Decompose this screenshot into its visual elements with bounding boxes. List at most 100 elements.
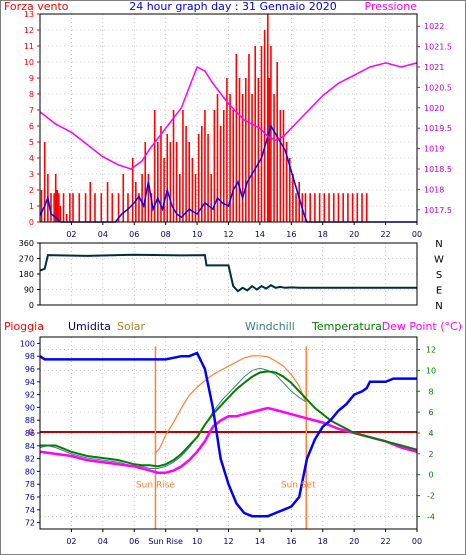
weather-grid bbox=[40, 337, 418, 529]
rain-value-label: 0 bbox=[28, 428, 34, 438]
temperature-label: Temperatura bbox=[311, 320, 382, 333]
compass-label: S bbox=[436, 270, 442, 281]
wind-time-tick-label: 02 bbox=[66, 230, 76, 239]
temperature-tick-label: 12 bbox=[426, 346, 436, 355]
pressure-tick-label: 1017.5 bbox=[424, 206, 452, 215]
pressure-tick-label: 1018 bbox=[424, 185, 444, 194]
weather-time-axis: 02 04 06 Sun Rise 10 12 14 16 18 20 22 00 bbox=[66, 529, 422, 546]
compass-label: N bbox=[435, 239, 442, 250]
humidity-tick-label: 82 bbox=[25, 455, 35, 464]
dewpoint-line bbox=[39, 406, 418, 474]
pressure-tick-label: 1019 bbox=[424, 145, 444, 154]
humidity-tick-label: 90 bbox=[25, 403, 35, 412]
windchill-label: Windchill bbox=[245, 320, 295, 333]
wind-time-tick-label: 04 bbox=[98, 230, 108, 239]
wind-speed-tick-label: 7 bbox=[29, 106, 34, 115]
dewpoint-label: Dew Point (°C) bbox=[382, 320, 462, 333]
pressure-line bbox=[39, 62, 418, 170]
pressure-tick-label: 1022 bbox=[424, 22, 444, 31]
wind-direction-tick-label: 360 bbox=[19, 239, 34, 248]
wind-speed-tick-label: 4 bbox=[29, 154, 34, 163]
wind-speed-label: Forza vento bbox=[4, 0, 69, 13]
wind-time-tick-label: 22 bbox=[380, 230, 390, 239]
solar-line bbox=[154, 355, 307, 455]
weather-time-tick-label: 06 bbox=[129, 537, 139, 546]
wind-speed-tick-label: 5 bbox=[29, 138, 34, 147]
wind-speed-tick-label: 0 bbox=[29, 218, 34, 227]
weather-time-tick-label: 22 bbox=[380, 537, 390, 546]
wind-direction-tick-label: 0 bbox=[29, 301, 34, 310]
weather-panel: 0 Sun Rise Sun Set 727476788082848688909… bbox=[20, 336, 436, 546]
wind-speed-tick-label: 12 bbox=[24, 26, 34, 35]
wind-direction-degree-axis: 0 90 180 270 360 bbox=[19, 239, 40, 310]
temperature-tick-label: 8 bbox=[428, 387, 433, 396]
humidity-tick-label: 84 bbox=[25, 442, 35, 451]
sun-set-label: Sun Set bbox=[281, 480, 316, 490]
pressure-tick-label: 1018.5 bbox=[424, 165, 452, 174]
wind-speed-tick-label: 3 bbox=[29, 170, 34, 179]
weather-time-tick-label: 00 bbox=[412, 537, 422, 546]
pressure-axis: 1017.5 1018 1018.5 1019 1019.5 1020 1020.5 1021… bbox=[417, 22, 452, 215]
humidity-tick-label: 72 bbox=[25, 519, 35, 528]
humidity-tick-label: 92 bbox=[25, 391, 35, 400]
weather-time-tick-label: 18 bbox=[318, 537, 328, 546]
compass-label: N bbox=[435, 301, 442, 312]
pressure-tick-label: 1021 bbox=[424, 63, 444, 72]
wind-time-tick-label: 14 bbox=[255, 230, 265, 239]
wind-time-tick-label: 18 bbox=[318, 230, 328, 239]
wind-speed-tick-label: 2 bbox=[29, 186, 34, 195]
humidity-tick-label: 86 bbox=[25, 429, 35, 438]
wind-direction-tick-label: 90 bbox=[24, 286, 34, 295]
wind-speed-tick-label: 10 bbox=[24, 58, 34, 67]
sun-rise-label: Sun Rise bbox=[136, 480, 175, 490]
pressure-tick-label: 1019.5 bbox=[424, 124, 452, 133]
rain-label: Pioggia bbox=[4, 320, 44, 333]
wind-time-tick-label: 20 bbox=[349, 230, 359, 239]
wind-time-tick-label: 06 bbox=[129, 230, 139, 239]
wind-speed-tick-label: 11 bbox=[24, 42, 34, 51]
temperature-tick-label: 4 bbox=[428, 429, 433, 438]
temperature-tick-label: 0 bbox=[428, 471, 433, 480]
humidity-tick-label: 76 bbox=[25, 493, 35, 502]
compass-label: E bbox=[436, 286, 442, 297]
wind-direction-tick-label: 270 bbox=[19, 255, 34, 264]
graph-title: 24 hour graph day : 31 Gennaio 2020 bbox=[129, 0, 337, 13]
weather-time-tick-label: 10 bbox=[192, 537, 202, 546]
humidity-tick-label: 80 bbox=[25, 467, 35, 476]
weather-time-tick-label: 04 bbox=[98, 537, 108, 546]
weather-time-tick-label: 14 bbox=[255, 537, 265, 546]
wind-pressure-grid bbox=[40, 13, 418, 223]
wind-direction-tick-label: 180 bbox=[19, 270, 34, 279]
wind-speed-tick-label: 9 bbox=[29, 74, 34, 83]
wind-speed-tick-label: 6 bbox=[29, 122, 34, 131]
wind-speed-tick-label: 13 bbox=[24, 10, 34, 19]
pressure-tick-label: 1021.5 bbox=[424, 43, 452, 52]
weather-time-tick-label: Sun Rise bbox=[148, 537, 183, 546]
weather-time-tick-label: 12 bbox=[223, 537, 233, 546]
humidity-label: Umidita bbox=[68, 320, 111, 333]
humidity-axis: 72 74 76 78 80 82 84 86 88 90 92 94 96 98 100 bbox=[20, 339, 40, 528]
pressure-tick-label: 1020.5 bbox=[424, 83, 452, 92]
wind-time-tick-label: 12 bbox=[223, 230, 233, 239]
weather-time-tick-label: 02 bbox=[66, 537, 76, 546]
wind-time-tick-label: 08 bbox=[161, 230, 171, 239]
temperature-tick-label: 10 bbox=[426, 366, 436, 375]
humidity-tick-label: 74 bbox=[25, 506, 35, 515]
wind-speed-tick-label: 1 bbox=[29, 202, 34, 211]
weather-time-tick-label: 20 bbox=[349, 537, 359, 546]
temperature-tick-label: -2 bbox=[427, 492, 435, 501]
solar-label: Solar bbox=[117, 320, 146, 333]
humidity-tick-label: 100 bbox=[20, 339, 35, 348]
wind-direction-grid bbox=[40, 242, 418, 306]
humidity-tick-label: 78 bbox=[25, 480, 35, 489]
temperature-line bbox=[40, 370, 418, 468]
humidity-tick-label: 96 bbox=[25, 365, 35, 374]
temperature-tick-label: 2 bbox=[428, 450, 433, 459]
